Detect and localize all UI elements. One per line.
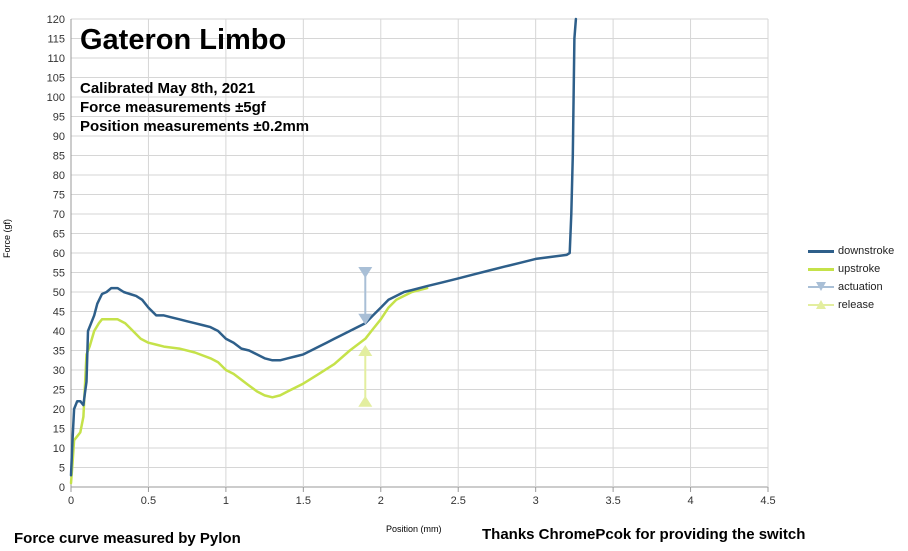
- footer-credit-left: Force curve measured by Pylon: [14, 530, 241, 547]
- legend-item-downstroke: downstroke: [808, 242, 894, 260]
- y-tick-label: 90: [53, 131, 65, 143]
- x-tick-label: 0: [68, 495, 74, 507]
- marker-end-release: [358, 345, 373, 356]
- calibration-note: Calibrated May 8th, 2021: [80, 80, 256, 97]
- y-tick-label: 65: [53, 229, 65, 241]
- x-tick-label: 2.5: [451, 495, 466, 507]
- y-tick-label: 75: [53, 190, 65, 202]
- position-accuracy-note: Position measurements ±0.2mm: [80, 118, 310, 135]
- series-line-downstroke: [69, 17, 578, 477]
- legend-swatch-actuation: [808, 282, 834, 292]
- y-tick-label: 0: [59, 482, 65, 494]
- y-tick-label: 15: [53, 424, 65, 436]
- y-tick-label: 45: [53, 307, 65, 319]
- y-tick-label: 40: [53, 326, 65, 338]
- y-tick-label: 35: [53, 346, 65, 358]
- x-tick-label: 4.5: [760, 495, 775, 507]
- y-tick-label: 30: [53, 365, 65, 377]
- y-tick-label: 55: [53, 268, 65, 280]
- x-tick-label: 3.5: [605, 495, 620, 507]
- legend-swatch-upstroke: [808, 264, 834, 274]
- chart-axes: [70, 487, 769, 492]
- y-tick-label: 80: [53, 170, 65, 182]
- x-tick-label: 1: [223, 495, 229, 507]
- y-tick-label: 25: [53, 385, 65, 397]
- y-tick-label: 5: [59, 463, 65, 475]
- force-accuracy-note: Force measurements ±5gf: [80, 99, 266, 116]
- x-tick-label: 4: [687, 495, 693, 507]
- x-axis-label: Position (mm): [386, 524, 442, 534]
- y-axis-label: Force (gf): [2, 218, 12, 258]
- y-tick-labels: 0 5 10 15 20 25 30 35 40 45 50 55 60 65 70 75 80 85 90 95 10…: [47, 14, 65, 494]
- y-tick-label: 110: [47, 53, 65, 65]
- legend-item-actuation: actuation: [808, 278, 894, 296]
- y-tick-label: 100: [47, 92, 65, 104]
- legend-label-downstroke: downstroke: [838, 245, 895, 257]
- chart-grid: [70, 18, 769, 488]
- y-tick-label: 70: [53, 209, 65, 221]
- marker-end-actuation: [358, 313, 373, 325]
- y-tick-label: 120: [47, 14, 65, 26]
- chart-series: [69, 17, 578, 485]
- series-line-upstroke: [69, 286, 429, 485]
- y-tick-label: 85: [53, 151, 65, 163]
- x-tick-labels: 0 0.5 1 1.5 2 2.5 3 3.5 4 4.5: [68, 495, 776, 507]
- legend-label-upstroke: upstroke: [838, 263, 881, 275]
- y-tick-label: 10: [53, 443, 65, 455]
- legend-item-upstroke: upstroke: [808, 260, 894, 278]
- chart-legend: downstroke upstroke actuation release: [808, 242, 894, 314]
- footer-credit-right: Thanks ChromePcok for providing the swit…: [482, 526, 806, 543]
- marker-start-actuation: [358, 267, 373, 278]
- x-tick-label: 2: [378, 495, 384, 507]
- y-tick-label: 50: [53, 287, 65, 299]
- y-tick-label: 60: [53, 248, 65, 260]
- legend-label-release: release: [838, 299, 875, 311]
- x-tick-label: 1.5: [296, 495, 311, 507]
- chart-markers: [358, 267, 373, 407]
- y-tick-label: 20: [53, 404, 65, 416]
- legend-item-release: release: [808, 296, 894, 314]
- legend-label-actuation: actuation: [838, 281, 883, 293]
- marker-start-release: [358, 395, 373, 407]
- y-tick-label: 115: [47, 34, 65, 46]
- legend-swatch-downstroke: [808, 246, 834, 256]
- x-tick-label: 0.5: [141, 495, 156, 507]
- y-tick-label: 95: [53, 112, 65, 124]
- y-tick-label: 105: [47, 73, 65, 85]
- legend-swatch-release: [808, 300, 834, 310]
- x-tick-label: 3: [533, 495, 539, 507]
- chart-title: Gateron Limbo: [80, 24, 287, 56]
